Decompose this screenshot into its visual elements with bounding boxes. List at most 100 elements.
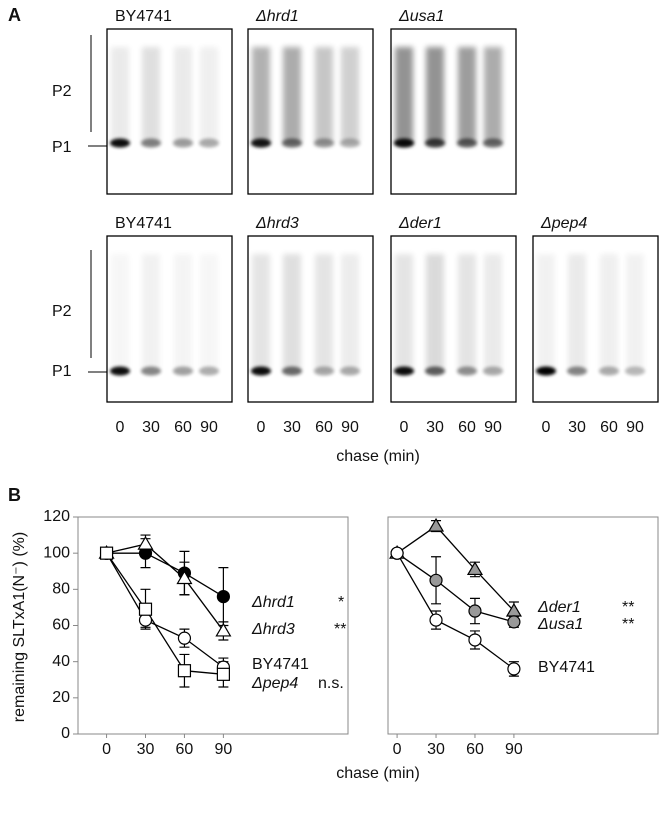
lane-label: 90: [341, 419, 359, 436]
gel-frame: [532, 235, 659, 403]
gel-frame: [390, 235, 517, 403]
gel-band: [425, 366, 445, 376]
gel-band: [394, 138, 414, 148]
gel-band: [425, 138, 445, 148]
gel-smear: [484, 254, 502, 373]
gel-band: [314, 366, 334, 376]
gel-band: [625, 366, 645, 376]
lane-label: 0: [257, 419, 266, 436]
gel-band: [199, 138, 219, 148]
strain-label: BY4741: [115, 215, 172, 232]
significance: **: [622, 616, 634, 633]
marker: [216, 667, 230, 681]
gel-smear: [426, 254, 444, 373]
x-tick-label: 0: [393, 741, 402, 758]
y-tick-label: 20: [52, 689, 70, 706]
gel-band: [483, 366, 503, 376]
series-label: Δusa1: [537, 616, 583, 633]
lane-label: 0: [116, 419, 125, 436]
gel-smear: [484, 47, 502, 145]
gel-panel: [390, 235, 517, 403]
x-axis-label: chase (min): [336, 448, 420, 465]
gel-panel: [106, 235, 233, 403]
x-tick-label: 30: [137, 741, 155, 758]
gel-smear: [537, 254, 555, 373]
gel-smear: [283, 254, 301, 373]
lane-label: 90: [626, 419, 644, 436]
series-label: Δder1: [537, 599, 581, 616]
x-tick-label: 90: [214, 741, 232, 758]
gel-band: [282, 366, 302, 376]
band-label: P1: [52, 363, 72, 380]
gel-smear: [458, 47, 476, 145]
gel-smear: [283, 47, 301, 145]
gel-smear: [315, 254, 333, 373]
x-tick-label: 30: [427, 741, 445, 758]
gel-panel: [390, 28, 517, 195]
marker: [137, 535, 154, 550]
marker: [429, 573, 443, 587]
gel-frame: [247, 28, 374, 195]
marker: [176, 570, 193, 585]
strain-label: Δder1: [398, 215, 442, 232]
x-tick-label: 60: [176, 741, 194, 758]
gel-band: [173, 138, 193, 148]
gel-smear: [174, 47, 192, 145]
gel-band: [457, 138, 477, 148]
y-tick-label: 120: [43, 508, 70, 525]
gel-band: [340, 138, 360, 148]
series-line: [106, 552, 224, 675]
gel-smear: [111, 254, 129, 373]
series-line: [106, 543, 224, 632]
series-label: Δhrd3: [251, 621, 295, 638]
gel-panel: [247, 28, 374, 195]
x-tick-label: 60: [466, 741, 484, 758]
gel-smear: [111, 47, 129, 145]
significance: n.s.: [318, 675, 344, 692]
gel-frame: [390, 28, 517, 195]
marker: [427, 517, 445, 532]
gel-smear: [252, 47, 270, 145]
lane-label: 60: [174, 419, 192, 436]
gel-smear: [142, 254, 160, 373]
gel-band: [141, 366, 161, 376]
band-label: P1: [52, 139, 72, 156]
series-label: BY4741: [252, 656, 309, 673]
significance: **: [334, 621, 346, 638]
gel-panel: [247, 235, 374, 403]
lane-label: 90: [200, 419, 218, 436]
lane-label: 30: [568, 419, 586, 436]
strain-label: Δhrd3: [255, 215, 299, 232]
lane-label: 90: [484, 419, 502, 436]
gel-band: [394, 366, 414, 376]
lane-label: 30: [426, 419, 444, 436]
gel-smear: [395, 254, 413, 373]
marker: [138, 613, 153, 627]
gel-band: [251, 366, 271, 376]
plot-frame: [77, 516, 349, 735]
lane-label: 0: [400, 419, 409, 436]
gel-band: [199, 366, 219, 376]
series-label: BY4741: [538, 659, 595, 676]
lane-label: 60: [458, 419, 476, 436]
x-axis-label: chase (min): [336, 765, 420, 782]
gel-smear: [315, 47, 333, 145]
gel-band: [483, 138, 503, 148]
marker: [507, 662, 521, 676]
marker: [429, 613, 443, 627]
series-line: [396, 552, 515, 623]
gel-band: [567, 366, 587, 376]
gel-band: [173, 366, 193, 376]
lane-label: 30: [142, 419, 160, 436]
band-label: P2: [52, 83, 72, 100]
series-line: [396, 525, 515, 612]
y-tick-label: 80: [52, 581, 70, 598]
gel-smear: [200, 254, 218, 373]
gel-frame: [106, 235, 233, 403]
gel-smear: [458, 254, 476, 373]
gel-smear: [395, 47, 413, 145]
gel-smear: [252, 254, 270, 373]
gel-smear: [142, 47, 160, 145]
lane-label: 30: [283, 419, 301, 436]
